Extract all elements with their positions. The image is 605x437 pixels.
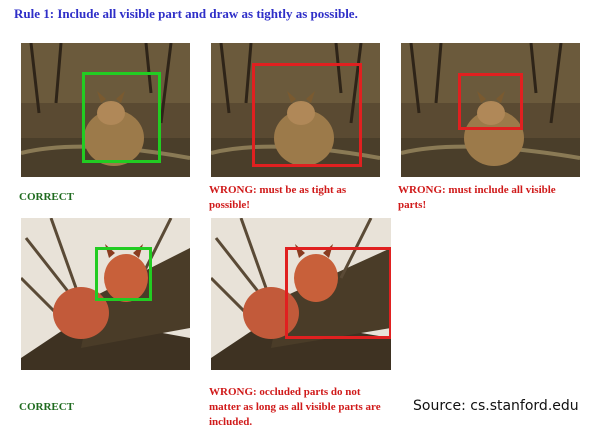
snow-fox-image [21, 218, 190, 370]
bounding-box-green [95, 247, 152, 301]
caption-wrong: WRONG: must include all visible parts! [398, 184, 556, 211]
fox-photo-4 [21, 218, 190, 370]
bounding-box-red [285, 247, 391, 339]
source-credit: Source: cs.stanford.edu [413, 398, 579, 414]
fox-photo-2 [211, 43, 380, 177]
bounding-box-red [252, 63, 362, 167]
caption-correct: CORRECT [19, 191, 75, 203]
fox-photo-5 [211, 218, 391, 370]
snow-fox-image [211, 218, 391, 370]
fox-photo-1 [21, 43, 190, 177]
fox-photo-3 [401, 43, 580, 177]
bounding-box-green [82, 72, 161, 163]
forest-fox-image [401, 43, 580, 177]
caption-wrong: WRONG: occluded parts do not matter as l… [209, 386, 381, 428]
caption-correct: CORRECT [19, 401, 75, 413]
bounding-box-red [458, 73, 523, 130]
rule-title: Rule 1: Include all visible part and dra… [14, 6, 358, 21]
caption-wrong: WRONG: must be as tight as possible! [209, 184, 347, 211]
